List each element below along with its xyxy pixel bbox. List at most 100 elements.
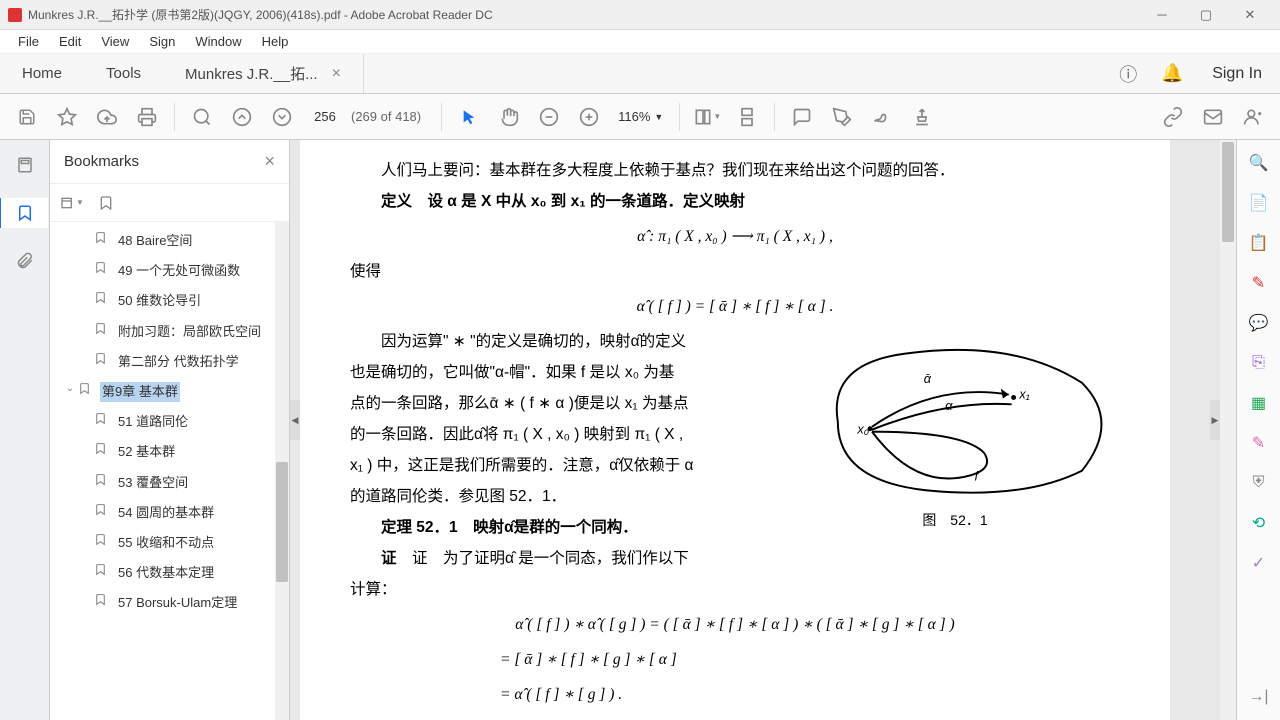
formula: α̂ ( [ f ] ) = [ ᾱ ] ∗ [ f ] ∗ [ α ] . [350,291,1120,322]
tab-tools[interactable]: Tools [84,54,163,93]
content-scrollbar[interactable] [1220,140,1236,720]
bookmark-label: 51 道路同伦 [116,412,190,432]
thumbnails-icon[interactable] [10,150,40,180]
sign-in-button[interactable]: Sign In [1194,54,1280,93]
bookmarks-toolbar: ▼ [50,184,289,222]
mail-icon[interactable] [1196,100,1230,134]
print-icon[interactable] [130,100,164,134]
pdf-icon [8,8,22,22]
protect-icon[interactable]: ⛨ [1246,470,1272,496]
chevron-icon[interactable]: ⌄ [62,382,78,396]
bookmarks-scroll-thumb[interactable] [276,462,288,582]
bookmarks-title: Bookmarks [64,153,264,170]
minimize-button[interactable]: ─ [1140,1,1184,29]
bookmark-item[interactable]: 54 圆周的基本群 [50,498,289,528]
stamp-icon[interactable] [905,100,939,134]
menu-view[interactable]: View [91,34,139,49]
bookmark-icon [94,231,110,244]
bookmark-icon [94,593,110,606]
bookmarks-icon[interactable] [0,198,48,228]
bell-icon[interactable]: 🔔 [1150,54,1194,93]
select-icon[interactable] [452,100,486,134]
bookmark-item[interactable]: 57 Borsuk-Ulam定理 [50,588,289,618]
bookmark-item[interactable]: 50 维数论导引 [50,286,289,316]
bookmark-item[interactable]: 53 覆叠空间 [50,468,289,498]
zoom-out-find-icon[interactable] [185,100,219,134]
redact-icon[interactable]: ✎ [1246,430,1272,456]
menu-file[interactable]: File [8,34,49,49]
bookmark-item[interactable]: 49 一个无处可微函数 [50,256,289,286]
comment-icon[interactable] [785,100,819,134]
bookmark-item[interactable]: 51 道路同伦 [50,407,289,437]
page-number-input[interactable]: 256 [305,109,345,124]
zoom-select[interactable]: 116%▼ [612,109,669,124]
menu-help[interactable]: Help [252,34,299,49]
tab-document[interactable]: Munkres J.R.__拓... × [163,54,364,93]
close-button[interactable]: ✕ [1228,1,1272,29]
document-viewport[interactable]: ◀ 人们马上要问：基本群在多大程度上依赖于基点？我们现在来给出这个问题的回答． … [290,140,1236,720]
link-icon[interactable] [1156,100,1190,134]
bookmark-item[interactable]: 第二部分 代数拓扑学 [50,347,289,377]
sign-icon[interactable] [865,100,899,134]
bookmark-icon [78,382,94,395]
user-icon[interactable] [1236,100,1270,134]
maximize-button[interactable]: ▢ [1184,1,1228,29]
tab-bar: Home Tools Munkres J.R.__拓... × ⓘ 🔔 Sign… [0,54,1280,94]
svg-text:α: α [945,399,953,413]
bookmark-item[interactable]: ⌄第9章 基本群 [50,377,289,407]
bookmark-new-icon[interactable] [94,191,118,215]
more-tools-icon[interactable]: →| [1246,684,1272,710]
attachments-icon[interactable] [10,246,40,276]
formula: = [ ᾱ ] ∗ [ f ] ∗ [ g ] ∗ [ α ] [350,644,1120,675]
menu-bar: File Edit View Sign Window Help [0,30,1280,54]
tab-close-icon[interactable]: × [332,65,341,83]
bookmark-options-icon[interactable]: ▼ [60,191,84,215]
combine-icon[interactable]: ⎘ [1246,350,1272,376]
fill-sign-icon[interactable]: ✓ [1246,550,1272,576]
edit-pdf-icon[interactable]: ✎ [1246,270,1272,296]
fit-width-icon[interactable]: ▼ [690,100,724,134]
compress-icon[interactable]: ⟲ [1246,510,1272,536]
page-content: 人们马上要问：基本群在多大程度上依赖于基点？我们现在来给出这个问题的回答． 定义… [300,140,1170,720]
search-tool-icon[interactable]: 🔍 [1246,150,1272,176]
star-icon[interactable] [50,100,84,134]
content-scroll-thumb[interactable] [1222,142,1234,242]
bookmark-icon [94,473,110,486]
organize-icon[interactable]: ▦ [1246,390,1272,416]
bookmarks-scrollbar[interactable] [275,222,289,720]
bookmark-item[interactable]: 56 代数基本定理 [50,558,289,588]
paragraph: 计算： [350,574,1120,605]
export-pdf-icon[interactable]: 📄 [1246,190,1272,216]
paragraph: 证 证 为了证明α̂ 是一个同态，我们作以下 [350,543,1120,574]
bookmark-item[interactable]: 附加习题：局部欧氏空间 [50,317,289,347]
collapse-left-icon[interactable]: ◀ [290,400,300,440]
comment-tool-icon[interactable]: 💬 [1246,310,1272,336]
bookmark-item[interactable]: 52 基本群 [50,437,289,467]
tab-home[interactable]: Home [0,54,84,93]
bookmarks-close-icon[interactable]: × [264,151,275,172]
left-nav-rail [0,140,50,720]
bookmark-item[interactable]: 55 收缩和不动点 [50,528,289,558]
create-pdf-icon[interactable]: 📋 [1246,230,1272,256]
collapse-right-icon[interactable]: ▶ [1210,400,1220,440]
zoom-in-icon[interactable] [572,100,606,134]
cloud-icon[interactable] [90,100,124,134]
bookmarks-panel: Bookmarks × ▼ 48 Baire空间49 一个无处可微函数50 维数… [50,140,290,720]
formula: α̂ : π₁ ( X , x₀ ) ⟶ π₁ ( X , x₁ ) , [350,221,1120,252]
menu-sign[interactable]: Sign [139,34,185,49]
zoom-out-icon[interactable] [532,100,566,134]
page-up-icon[interactable] [225,100,259,134]
menu-edit[interactable]: Edit [49,34,91,49]
paragraph: 使得 [350,256,1120,287]
menu-window[interactable]: Window [185,34,251,49]
highlight-icon[interactable] [825,100,859,134]
save-icon[interactable] [10,100,44,134]
help-icon[interactable]: ⓘ [1106,54,1150,93]
page-down-icon[interactable] [265,100,299,134]
scroll-mode-icon[interactable] [730,100,764,134]
bookmarks-list[interactable]: 48 Baire空间49 一个无处可微函数50 维数论导引附加习题：局部欧氏空间… [50,222,289,720]
right-tools-rail: 🔍 📄 📋 ✎ 💬 ⎘ ▦ ✎ ⛨ ⟲ ✓ →| [1236,140,1280,720]
bookmark-icon [94,352,110,365]
bookmark-item[interactable]: 48 Baire空间 [50,226,289,256]
hand-icon[interactable] [492,100,526,134]
